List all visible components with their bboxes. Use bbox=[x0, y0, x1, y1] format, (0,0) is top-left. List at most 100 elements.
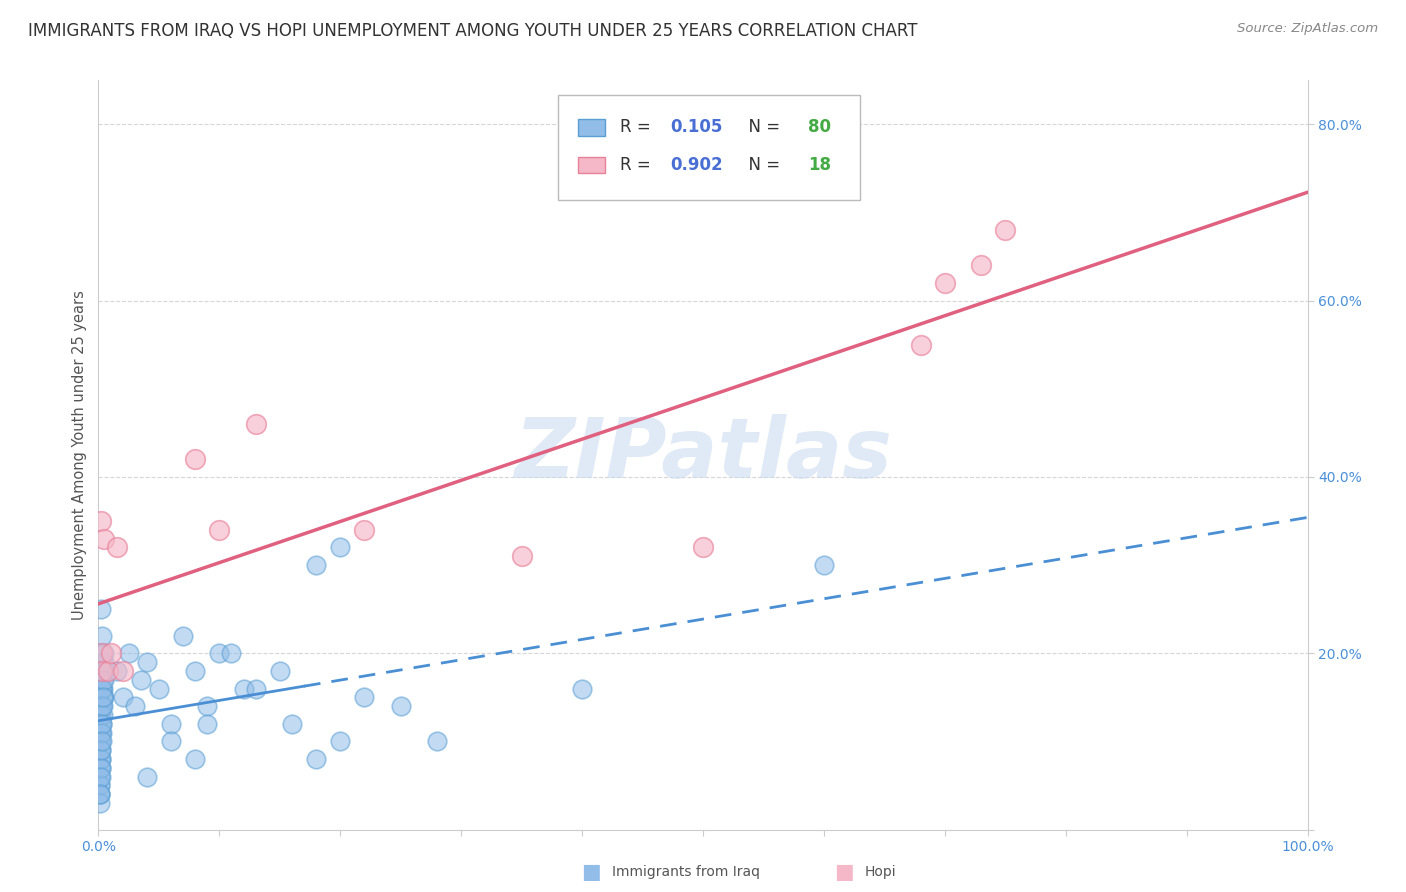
Text: N =: N = bbox=[738, 156, 786, 174]
Point bbox=[93, 673, 115, 687]
Y-axis label: Unemployment Among Youth under 25 years: Unemployment Among Youth under 25 years bbox=[72, 290, 87, 620]
Point bbox=[91, 681, 114, 696]
Point bbox=[305, 558, 328, 573]
Point bbox=[89, 787, 111, 801]
Point bbox=[89, 752, 111, 766]
Point bbox=[281, 716, 304, 731]
Point bbox=[111, 664, 134, 678]
Point bbox=[90, 725, 112, 739]
Point bbox=[195, 699, 218, 714]
Point bbox=[208, 523, 231, 537]
Point bbox=[90, 699, 112, 714]
Point bbox=[89, 664, 111, 678]
Point bbox=[93, 532, 115, 546]
Point bbox=[90, 602, 112, 616]
Point bbox=[208, 646, 231, 660]
Point bbox=[184, 752, 207, 766]
Point bbox=[91, 629, 114, 643]
Point bbox=[160, 716, 183, 731]
Point bbox=[89, 734, 111, 748]
Point bbox=[91, 690, 114, 705]
Point bbox=[89, 779, 111, 793]
Text: 80: 80 bbox=[808, 119, 831, 136]
Text: ZIPatlas: ZIPatlas bbox=[515, 415, 891, 495]
Point bbox=[91, 681, 114, 696]
Point bbox=[91, 664, 114, 678]
Point bbox=[813, 558, 835, 573]
Point bbox=[89, 770, 111, 784]
Point bbox=[245, 417, 267, 431]
Point bbox=[135, 655, 157, 669]
Point bbox=[269, 664, 291, 678]
Point bbox=[129, 673, 152, 687]
FancyBboxPatch shape bbox=[558, 95, 860, 200]
Point bbox=[105, 541, 128, 555]
Point bbox=[91, 664, 114, 678]
Point bbox=[91, 734, 114, 748]
Point bbox=[353, 523, 375, 537]
Point bbox=[90, 761, 112, 775]
Point bbox=[90, 725, 112, 739]
Point bbox=[91, 699, 114, 714]
Point bbox=[91, 708, 114, 723]
Point bbox=[135, 770, 157, 784]
Point bbox=[305, 752, 328, 766]
Point bbox=[105, 664, 128, 678]
Point bbox=[160, 734, 183, 748]
Point bbox=[426, 734, 449, 748]
Point bbox=[93, 646, 115, 660]
Point bbox=[91, 716, 114, 731]
Point bbox=[89, 796, 111, 810]
Text: Hopi: Hopi bbox=[865, 865, 896, 880]
Text: R =: R = bbox=[620, 119, 655, 136]
Point bbox=[91, 690, 114, 705]
Point bbox=[91, 673, 114, 687]
Point bbox=[91, 699, 114, 714]
Point bbox=[93, 655, 115, 669]
Text: ■: ■ bbox=[834, 863, 853, 882]
Text: Source: ZipAtlas.com: Source: ZipAtlas.com bbox=[1237, 22, 1378, 36]
Text: N =: N = bbox=[738, 119, 786, 136]
Point bbox=[571, 681, 593, 696]
Point bbox=[90, 743, 112, 757]
Point bbox=[90, 514, 112, 528]
Point bbox=[90, 752, 112, 766]
Text: 18: 18 bbox=[808, 156, 831, 174]
Point bbox=[90, 770, 112, 784]
Point bbox=[90, 743, 112, 757]
Point bbox=[90, 761, 112, 775]
Text: ■: ■ bbox=[581, 863, 600, 882]
Point bbox=[245, 681, 267, 696]
Bar bbox=[578, 157, 605, 173]
Point bbox=[184, 452, 207, 467]
Point bbox=[89, 770, 111, 784]
Point bbox=[97, 664, 120, 678]
Point bbox=[89, 646, 111, 660]
Point bbox=[329, 541, 352, 555]
Point bbox=[91, 646, 114, 660]
Text: R =: R = bbox=[620, 156, 655, 174]
Point bbox=[124, 699, 146, 714]
Bar bbox=[578, 120, 605, 136]
Point bbox=[184, 664, 207, 678]
Point bbox=[91, 725, 114, 739]
Text: 0.902: 0.902 bbox=[671, 156, 723, 174]
Point bbox=[91, 699, 114, 714]
Point bbox=[329, 734, 352, 748]
Point bbox=[910, 337, 932, 351]
Point bbox=[221, 646, 243, 660]
Point bbox=[994, 223, 1017, 237]
Text: IMMIGRANTS FROM IRAQ VS HOPI UNEMPLOYMENT AMONG YOUTH UNDER 25 YEARS CORRELATION: IMMIGRANTS FROM IRAQ VS HOPI UNEMPLOYMEN… bbox=[28, 22, 918, 40]
Point bbox=[970, 259, 993, 273]
Point bbox=[90, 716, 112, 731]
Point bbox=[89, 743, 111, 757]
Point bbox=[91, 681, 114, 696]
Point bbox=[89, 787, 111, 801]
Point bbox=[89, 787, 111, 801]
Text: 0.105: 0.105 bbox=[671, 119, 723, 136]
Point bbox=[93, 664, 115, 678]
Point bbox=[91, 716, 114, 731]
Point bbox=[90, 752, 112, 766]
Point bbox=[389, 699, 412, 714]
Point bbox=[93, 690, 115, 705]
